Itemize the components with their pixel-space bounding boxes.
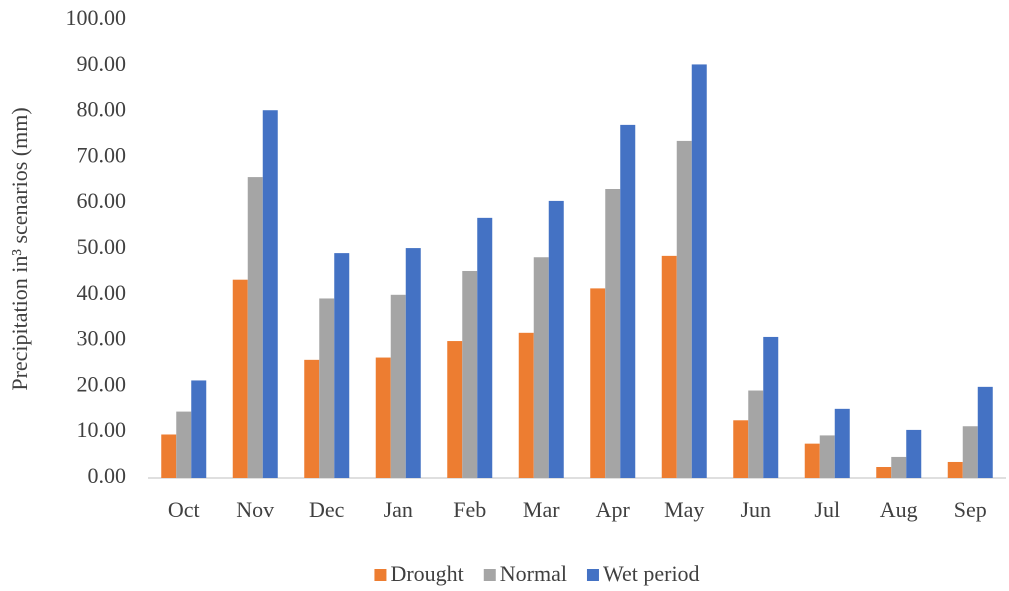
bar	[590, 288, 606, 478]
x-tick-label: Sep	[954, 497, 987, 522]
bar	[977, 386, 993, 478]
bar	[676, 140, 692, 479]
bar	[334, 253, 350, 478]
legend-label: Wet period	[603, 561, 700, 586]
x-tick-label: Dec	[309, 497, 345, 522]
bar	[804, 443, 820, 478]
bar	[947, 461, 963, 478]
bar	[548, 200, 564, 478]
x-tick-label: Jul	[814, 497, 840, 522]
bar	[319, 298, 335, 478]
bar	[876, 467, 892, 478]
bar	[891, 456, 907, 478]
y-tick-label: 30.00	[77, 326, 127, 351]
bar	[834, 408, 850, 478]
x-tick-label: Oct	[168, 497, 200, 522]
bar	[304, 359, 320, 478]
x-tick-label: Jan	[384, 497, 413, 522]
bar	[247, 177, 263, 478]
legend-swatch	[586, 569, 599, 581]
bar	[691, 64, 707, 479]
y-tick-label: 80.00	[77, 97, 127, 122]
bar	[763, 336, 779, 478]
bar	[518, 332, 534, 478]
x-tick-label: Feb	[453, 497, 486, 522]
bar	[262, 110, 278, 478]
bar	[191, 380, 207, 478]
bar	[906, 429, 922, 478]
bar	[819, 435, 835, 478]
bar	[447, 341, 463, 478]
y-tick-label: 10.00	[77, 417, 127, 442]
y-tick-label: 20.00	[77, 371, 127, 396]
y-tick-label: 100.00	[66, 5, 127, 30]
y-tick-label: 50.00	[77, 234, 127, 259]
bar	[733, 420, 749, 478]
bar	[748, 390, 764, 478]
bar	[375, 357, 391, 478]
bar	[161, 434, 177, 478]
x-tick-label: Apr	[596, 497, 631, 522]
legend-swatch	[483, 569, 496, 581]
bar	[390, 294, 406, 478]
legend-swatch	[374, 569, 387, 581]
x-tick-label: Nov	[236, 497, 274, 522]
y-tick-label: 0.00	[88, 463, 127, 488]
y-tick-label: 60.00	[77, 188, 127, 213]
bar	[661, 255, 677, 478]
bar	[477, 217, 493, 478]
bar	[533, 257, 549, 478]
x-tick-label: Mar	[523, 497, 560, 522]
y-tick-label: 40.00	[77, 280, 127, 305]
legend-label: Drought	[390, 561, 463, 586]
bar	[605, 189, 621, 478]
x-tick-label: Jun	[740, 497, 771, 522]
y-tick-label: 70.00	[77, 142, 127, 167]
legend-label: Normal	[500, 561, 567, 586]
bar	[405, 248, 421, 478]
bar	[176, 411, 192, 478]
bar	[462, 270, 478, 478]
x-tick-label: Aug	[880, 497, 918, 522]
x-tick-label: May	[664, 497, 704, 522]
bar	[620, 124, 636, 478]
bar	[232, 279, 248, 478]
y-axis-label: Precipitation in³ scenarios (mm)	[7, 107, 32, 390]
bar	[962, 426, 978, 478]
y-tick-label: 90.00	[77, 51, 127, 76]
